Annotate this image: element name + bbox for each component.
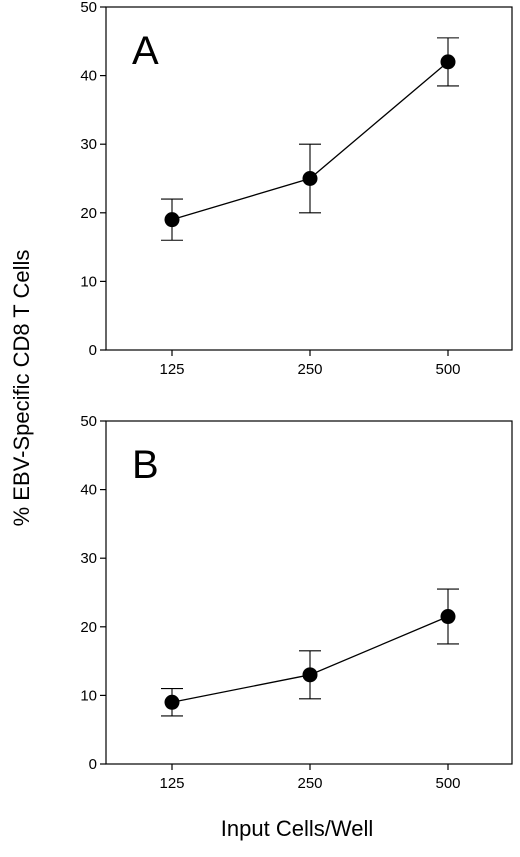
- panel-a-data-point: [164, 212, 180, 228]
- panel-b-y-tick-label: 20: [80, 619, 97, 636]
- panel-b-y-tick-label: 10: [80, 687, 97, 704]
- y-axis-label-container: % EBV-Specific CD8 T Cells: [2, 0, 42, 852]
- panel-a-y-tick-label: 50: [80, 0, 97, 16]
- x-axis-label: Input Cells/Well: [220, 816, 374, 841]
- panel-b-y-tick-label: 30: [80, 550, 97, 567]
- panel-a-y-tick-label: 0: [89, 342, 97, 359]
- panel-b-data-point: [302, 667, 318, 683]
- panel-b-data-point: [440, 609, 456, 625]
- y-axis-label: % EBV-Specific CD8 T Cells: [9, 249, 34, 527]
- panel-b-y-tick-label: 50: [80, 413, 97, 430]
- panel-a-y-tick-label: 40: [80, 68, 97, 85]
- panel-a-x-tick-label: 250: [297, 361, 322, 378]
- panel-b-frame: [105, 420, 513, 765]
- panel-a-y-tick-label: 30: [80, 136, 97, 153]
- panel-b-y-tick-label: 40: [80, 482, 97, 499]
- panel-b-y-tick-label: 0: [89, 756, 97, 773]
- panel-a-label: A: [132, 29, 159, 73]
- panel-b-data-point: [164, 694, 180, 710]
- panel-b-x-tick-label: 500: [435, 775, 460, 792]
- panel-a-data-point: [440, 54, 456, 70]
- panel-a-y-tick-label: 20: [80, 205, 97, 222]
- panel-a-y-tick-label: 10: [80, 273, 97, 290]
- panel-b-label: B: [132, 443, 159, 487]
- panel-b-x-tick-label: 125: [159, 775, 184, 792]
- panel-a-data-point: [302, 171, 318, 186]
- panel-a-x-tick-label: 125: [159, 361, 184, 378]
- panel-a-x-tick-label: 500: [435, 361, 460, 378]
- panel-b-x-tick-label: 250: [297, 775, 322, 792]
- panel-a-frame: [105, 6, 513, 351]
